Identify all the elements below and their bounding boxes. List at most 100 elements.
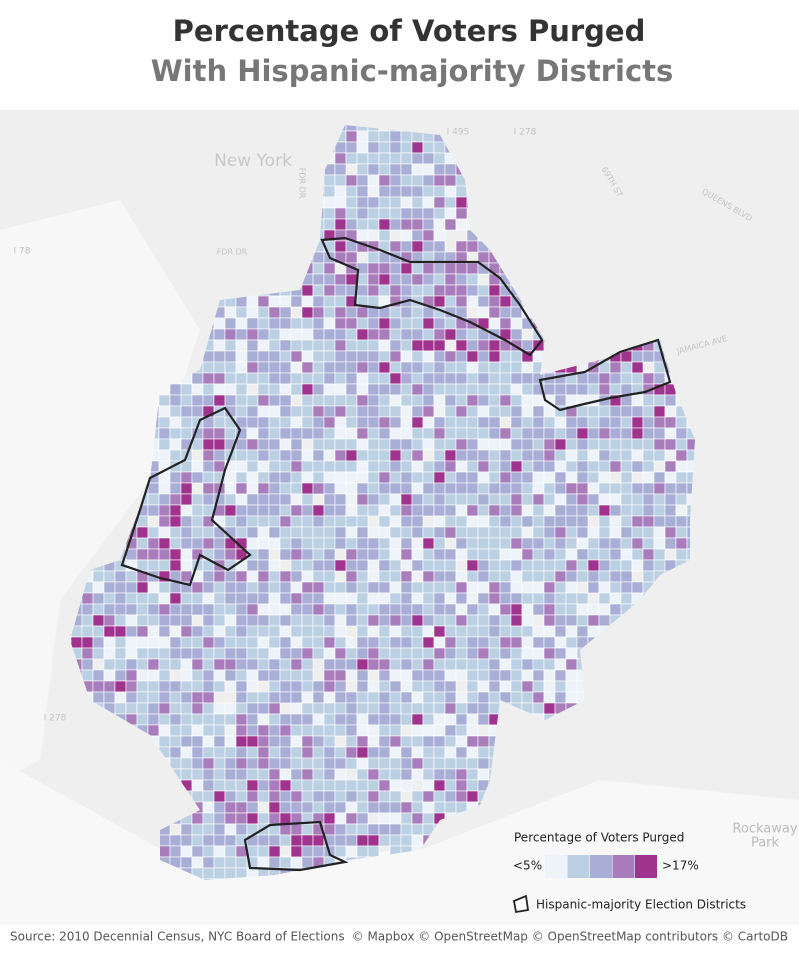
- tract: [334, 526, 347, 539]
- tract: [543, 680, 556, 693]
- tract: [378, 713, 391, 726]
- tract: [246, 515, 259, 528]
- tract: [444, 163, 457, 176]
- tract: [235, 779, 248, 792]
- tract: [356, 141, 369, 154]
- tract: [422, 460, 435, 473]
- tract: [301, 768, 314, 781]
- tract: [411, 405, 424, 418]
- tract: [543, 691, 556, 704]
- tract: [312, 790, 325, 803]
- tract: [279, 746, 292, 759]
- tract: [334, 372, 347, 385]
- tract: [246, 713, 259, 726]
- tract: [323, 328, 336, 341]
- tract: [389, 130, 402, 143]
- tract: [147, 691, 160, 704]
- tract: [323, 702, 336, 715]
- tract: [180, 405, 193, 418]
- tract: [422, 361, 435, 374]
- tract: [488, 372, 501, 385]
- tract: [290, 625, 303, 638]
- tract: [521, 691, 534, 704]
- tract: [268, 603, 281, 616]
- tract: [147, 581, 160, 594]
- tract: [290, 515, 303, 528]
- tract: [631, 438, 644, 451]
- tract: [620, 548, 633, 561]
- tract: [235, 812, 248, 825]
- tract: [477, 647, 490, 660]
- tract: [455, 493, 468, 506]
- tract: [356, 174, 369, 187]
- tract: [334, 592, 347, 605]
- tract: [620, 350, 633, 363]
- tract: [268, 504, 281, 517]
- tract: [191, 845, 204, 858]
- tract: [466, 768, 479, 781]
- tract: [466, 603, 479, 616]
- tract: [323, 691, 336, 704]
- tract: [532, 526, 545, 539]
- tract: [290, 757, 303, 770]
- tract: [422, 405, 435, 418]
- tract: [169, 845, 182, 858]
- tract: [532, 493, 545, 506]
- tract: [356, 185, 369, 198]
- tract: [235, 306, 248, 319]
- tract: [466, 669, 479, 682]
- tract: [323, 570, 336, 583]
- tract: [279, 801, 292, 814]
- tract: [367, 834, 380, 847]
- tract: [268, 471, 281, 484]
- tract: [246, 394, 259, 407]
- tract: [147, 526, 160, 539]
- tract: [257, 306, 270, 319]
- tract: [356, 526, 369, 539]
- tract: [642, 372, 655, 385]
- tract: [180, 548, 193, 561]
- tract: [114, 614, 127, 627]
- tract: [257, 713, 270, 726]
- tract: [147, 603, 160, 616]
- tract: [345, 735, 358, 748]
- tract: [521, 405, 534, 418]
- tract: [323, 592, 336, 605]
- tract: [268, 592, 281, 605]
- tract: [422, 548, 435, 561]
- tract: [334, 603, 347, 616]
- tract: [411, 427, 424, 440]
- tract: [323, 713, 336, 726]
- tract: [444, 669, 457, 682]
- tract: [367, 845, 380, 858]
- tract: [345, 196, 358, 209]
- tract: [422, 339, 435, 352]
- tract: [631, 405, 644, 418]
- tract: [444, 614, 457, 627]
- tract: [125, 680, 138, 693]
- tract: [246, 790, 259, 803]
- tract: [444, 273, 457, 286]
- tract: [422, 383, 435, 396]
- tract: [312, 625, 325, 638]
- tract: [158, 680, 171, 693]
- tract: [587, 493, 600, 506]
- tract: [378, 614, 391, 627]
- tract: [334, 361, 347, 374]
- subtitle: With Hispanic-majority Districts: [151, 54, 674, 88]
- tract: [411, 328, 424, 341]
- tract: [312, 537, 325, 550]
- tract: [400, 361, 413, 374]
- tract: [235, 636, 248, 649]
- tract: [378, 647, 391, 660]
- tract: [367, 262, 380, 275]
- tract: [246, 636, 259, 649]
- tract: [642, 416, 655, 429]
- tract: [202, 438, 215, 451]
- tract: [136, 537, 149, 550]
- tract: [510, 647, 523, 660]
- tract: [136, 559, 149, 572]
- tract: [389, 141, 402, 154]
- tract: [257, 339, 270, 352]
- tract: [180, 537, 193, 550]
